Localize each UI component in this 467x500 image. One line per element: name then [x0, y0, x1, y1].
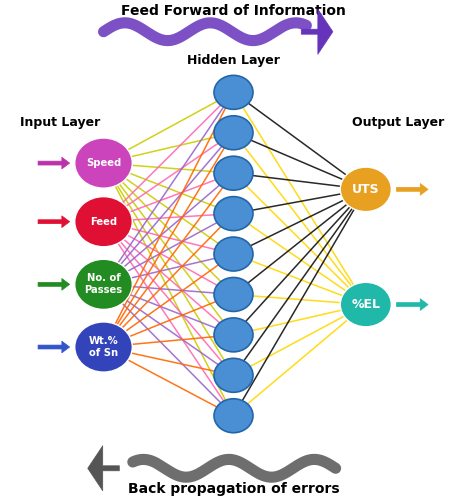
Circle shape [75, 196, 132, 247]
Circle shape [214, 237, 253, 271]
Circle shape [340, 167, 391, 212]
Text: UTS: UTS [352, 183, 380, 196]
Text: %EL: %EL [351, 298, 380, 311]
Circle shape [214, 196, 253, 230]
Circle shape [214, 116, 253, 150]
Circle shape [214, 76, 253, 110]
Circle shape [214, 318, 253, 352]
Circle shape [75, 138, 132, 188]
Text: Feed: Feed [90, 216, 117, 226]
Circle shape [340, 282, 391, 327]
Text: Wt.%
of Sn: Wt.% of Sn [89, 336, 119, 358]
Text: Back propagation of errors: Back propagation of errors [127, 482, 340, 496]
Text: Hidden Layer: Hidden Layer [187, 54, 280, 66]
Circle shape [214, 358, 253, 392]
Circle shape [214, 399, 253, 432]
Text: Output Layer: Output Layer [353, 116, 445, 129]
Text: Input Layer: Input Layer [20, 116, 100, 129]
Circle shape [214, 278, 253, 312]
Text: No. of
Passes: No. of Passes [85, 274, 122, 295]
Text: Speed: Speed [86, 158, 121, 168]
Circle shape [75, 322, 132, 372]
Text: Feed Forward of Information: Feed Forward of Information [121, 4, 346, 18]
Circle shape [75, 260, 132, 310]
Circle shape [214, 156, 253, 190]
